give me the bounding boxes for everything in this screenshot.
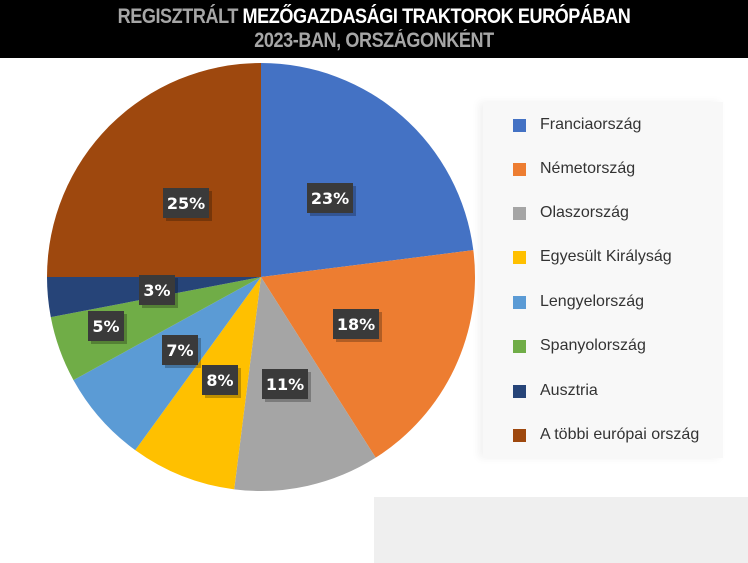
title-part-2: MEZŐGAZDASÁGI TRAKTOROK EURÓPÁBAN xyxy=(242,5,631,28)
svg-text:18%: 18% xyxy=(337,315,375,334)
chart-legend: Franciaország Németország Olaszország Eg… xyxy=(483,102,723,458)
svg-text:23%: 23% xyxy=(311,189,349,208)
legend-item-egyesult-kiralysag: Egyesült Királyság xyxy=(513,246,672,268)
empty-grey-panel xyxy=(374,497,748,563)
svg-text:25%: 25% xyxy=(167,194,205,213)
pie-slice-8 xyxy=(47,63,261,277)
svg-text:5%: 5% xyxy=(92,317,119,336)
legend-label: Spanyolország xyxy=(540,337,646,354)
data-label-8: 25% xyxy=(163,188,212,221)
legend-swatch-icon xyxy=(513,384,526,398)
title-part-1: REGISZTRÁLT xyxy=(117,5,239,28)
legend-swatch-icon xyxy=(513,250,526,264)
pie-chart: 23% 18% 11% 8% 7% 5% 3% 25% xyxy=(40,58,485,498)
legend-swatch-icon xyxy=(513,339,526,353)
legend-label: Németország xyxy=(540,160,636,177)
legend-label: Franciaország xyxy=(540,116,642,133)
pie-slice-1 xyxy=(261,63,474,277)
legend-swatch-icon xyxy=(513,428,526,442)
legend-swatch-icon xyxy=(513,206,526,220)
pie-slice-4 xyxy=(135,277,261,490)
data-label-7: 3% xyxy=(139,275,178,308)
legend-item-spanyolorszag: Spanyolország xyxy=(513,335,646,357)
svg-text:7%: 7% xyxy=(166,341,193,360)
legend-swatch-icon xyxy=(513,295,526,309)
svg-text:8%: 8% xyxy=(206,371,233,390)
legend-label: Egyesült Királyság xyxy=(540,248,672,265)
legend-label: A többi európai ország xyxy=(540,426,700,443)
legend-item-lengyelorszag: Lengyelország xyxy=(513,291,644,313)
data-label-5: 7% xyxy=(162,335,201,368)
legend-label: Olaszország xyxy=(540,204,629,221)
data-label-4: 8% xyxy=(202,365,241,398)
pie-slice-2 xyxy=(261,250,476,458)
legend-item-nemetorszag: Németország xyxy=(513,158,635,180)
data-label-2: 18% xyxy=(333,309,382,342)
legend-swatch-icon xyxy=(513,118,526,132)
legend-item-tobbi-europai-orszag: A többi európai ország xyxy=(513,424,699,446)
legend-swatch-icon xyxy=(513,162,526,176)
chart-title: REGISZTRÁLT MEZŐGAZDASÁGI TRAKTOROK EURÓ… xyxy=(52,0,695,29)
pie-slice-6 xyxy=(50,277,261,381)
chart-header: REGISZTRÁLT MEZŐGAZDASÁGI TRAKTOROK EURÓ… xyxy=(0,0,748,58)
pie-svg: 23% 18% 11% 8% 7% 5% 3% 25% xyxy=(47,63,476,491)
legend-label: Lengyelország xyxy=(540,293,645,310)
data-label-3: 11% xyxy=(262,369,311,402)
svg-text:3%: 3% xyxy=(143,281,170,300)
legend-label: Ausztria xyxy=(540,382,598,399)
legend-item-olaszorszag: Olaszország xyxy=(513,202,629,224)
legend-item-ausztria: Ausztria xyxy=(513,380,598,402)
svg-text:11%: 11% xyxy=(266,375,304,394)
legend-item-franciaorszag: Franciaország xyxy=(513,114,641,136)
chart-subtitle: 2023-BAN, ORSZÁGONKÉNT xyxy=(254,29,494,52)
data-label-6: 5% xyxy=(88,311,127,344)
data-label-1: 23% xyxy=(307,183,356,216)
